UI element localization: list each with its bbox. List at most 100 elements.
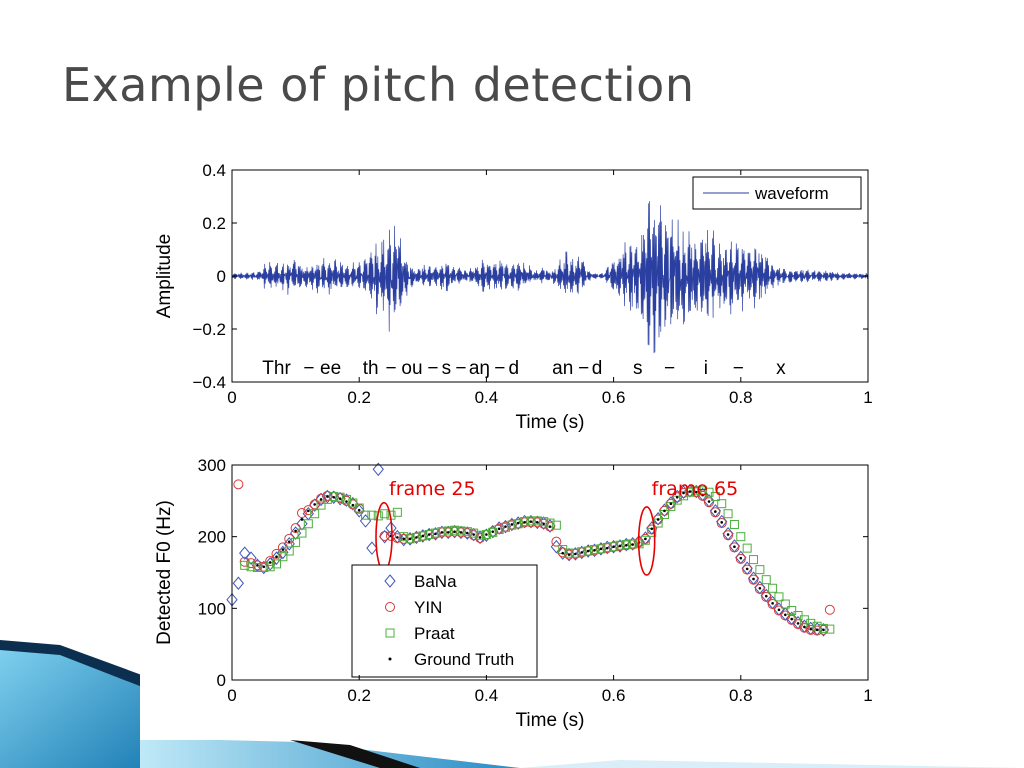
legend-label: waveform — [754, 184, 829, 203]
x-tick-label: 0 — [227, 388, 236, 407]
bana-point — [429, 527, 442, 541]
y-tick-label: −0.4 — [192, 373, 226, 392]
plot-frame — [231, 464, 869, 681]
praat-point — [297, 528, 307, 538]
ground-truth-point — [822, 628, 825, 632]
transcription-syllable: s — [442, 358, 452, 379]
bana-point — [487, 524, 499, 539]
x-tick-label: 0.2 — [347, 388, 371, 407]
ribbon-band-blue — [0, 648, 150, 768]
ground-truth-point — [497, 527, 501, 531]
praat-point — [361, 510, 371, 520]
yin-point — [386, 530, 396, 541]
waveform-line — [231, 201, 869, 354]
praat-point — [609, 542, 619, 552]
praat-point — [392, 507, 402, 517]
praat-point — [787, 605, 797, 615]
praat-point — [570, 548, 580, 558]
annotation-ellipse — [637, 506, 656, 576]
ground-truth-point — [771, 602, 774, 605]
ground-truth-point — [345, 500, 348, 503]
bana-point — [296, 516, 308, 531]
ground-truth-point — [675, 495, 679, 499]
praat-point — [780, 599, 790, 609]
praat-point — [717, 499, 727, 509]
transcription-syllable: Thr — [262, 358, 291, 379]
annotation-label: frame 25 — [389, 478, 476, 500]
ground-truth-point — [459, 531, 463, 534]
yin-point — [296, 508, 307, 519]
bana-point — [442, 525, 454, 540]
praat-point — [710, 492, 720, 502]
ground-truth-point — [281, 548, 285, 551]
praat-point — [628, 539, 638, 549]
ground-truth-point — [294, 529, 297, 533]
ground-truth-point — [446, 531, 450, 534]
ground-truth-point — [529, 520, 533, 523]
ground-truth-point — [631, 543, 634, 546]
ground-truth-point — [453, 530, 456, 533]
ground-truth-point — [618, 544, 622, 548]
ground-truth-point — [326, 495, 329, 498]
ground-truth-point — [415, 536, 418, 539]
transcription-syllable: x — [776, 358, 786, 379]
transcription-syllable: − — [303, 358, 314, 379]
praat-point — [456, 526, 466, 536]
transcription-syllable: − — [578, 358, 589, 379]
ground-truth-point — [733, 545, 736, 548]
ground-truth-point — [714, 510, 717, 513]
y-tick-label: 300 — [198, 456, 226, 475]
ground-truth-point — [268, 561, 272, 564]
praat-point — [443, 526, 453, 536]
bana-point — [404, 532, 416, 546]
ground-truth-point — [351, 503, 355, 507]
ground-truth-point — [300, 518, 304, 521]
transcription-syllable: − — [733, 358, 744, 379]
series-praat — [240, 486, 835, 634]
ground-truth-point — [504, 525, 507, 528]
praat-point — [291, 537, 301, 547]
x-axis-label: Time (s) — [516, 710, 585, 731]
yin-point — [704, 497, 714, 508]
praat-point — [462, 527, 472, 537]
ground-truth-point — [784, 613, 787, 617]
praat-point — [246, 562, 256, 572]
legend: waveform — [692, 176, 862, 210]
praat-point — [818, 623, 828, 633]
ground-truth-point — [803, 625, 806, 629]
ground-truth-point — [357, 508, 361, 512]
ground-truth-point — [262, 565, 266, 569]
legend-box — [351, 564, 538, 678]
ground-truth-point — [605, 546, 609, 550]
ground-truth-point — [593, 548, 596, 552]
transcription-syllable: − — [664, 358, 675, 379]
ground-truth-point — [466, 531, 469, 535]
transcription-syllable: − — [427, 358, 438, 379]
legend: BaNa YIN Praat Ground Truth — [351, 564, 538, 678]
ribbon-band-black — [290, 740, 420, 768]
ground-truth-point — [523, 521, 526, 524]
praat-point — [539, 517, 549, 527]
y-axis-label: Amplitude — [154, 234, 175, 319]
praat-point — [259, 562, 269, 572]
x-tick-label: 0 — [227, 686, 236, 705]
praat-point — [532, 516, 542, 526]
bana-point — [309, 498, 321, 512]
legend-marker-yin — [385, 602, 395, 612]
praat-point — [602, 542, 612, 552]
praat-point — [399, 532, 409, 542]
praat-point — [768, 583, 778, 593]
transcription-syllable: ee — [320, 358, 341, 379]
f0-chart: frame 25 frame 65 BaNa YIN Praat Ground Truth… — [154, 456, 873, 731]
yin-point — [271, 548, 282, 559]
praat-point — [590, 545, 600, 555]
praat-point — [596, 544, 606, 554]
praat-point — [749, 555, 759, 565]
y-tick-label: 0.4 — [202, 161, 226, 180]
bana-point — [245, 551, 257, 565]
ground-truth-point — [338, 497, 342, 500]
ground-truth-point — [396, 536, 399, 539]
yin-point — [551, 536, 562, 547]
ground-truth-point — [625, 543, 628, 547]
praat-point — [240, 560, 250, 570]
